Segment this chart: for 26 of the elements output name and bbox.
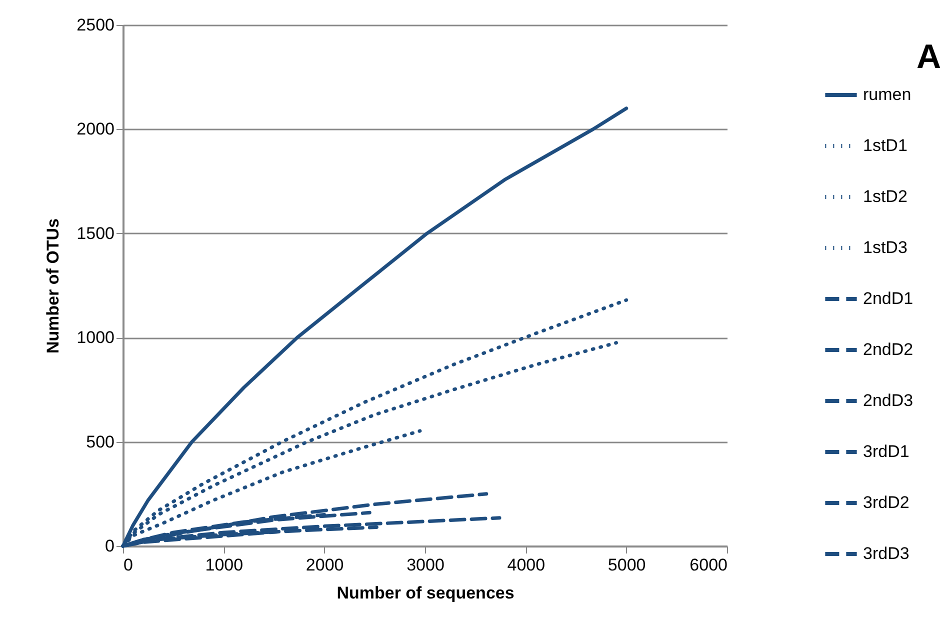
y-axis-title: Number of OTUs (44, 218, 63, 354)
x-axis-title: Number of sequences (336, 584, 514, 602)
legend-label: rumen (863, 85, 912, 104)
legend-label: 2ndD3 (863, 391, 914, 410)
legend-label: 2ndD2 (863, 340, 914, 359)
legend-label: 3rdD1 (863, 442, 910, 461)
legend-label: 2ndD1 (863, 289, 914, 308)
legend-label: 3rdD2 (863, 493, 910, 512)
y-tick-label: 1500 (76, 224, 114, 243)
x-tick-label: 2000 (306, 556, 344, 574)
y-tick-label: 500 (86, 432, 114, 452)
x-tick-label: 0 (124, 556, 133, 574)
legend-label: 1stD3 (863, 238, 908, 257)
x-tick-label: 1000 (205, 556, 244, 574)
text: A (916, 38, 941, 77)
y-tick-label: 0 (105, 536, 114, 556)
x-tick-label: 6000 (690, 556, 728, 574)
legend-label: 1stD2 (863, 187, 908, 206)
x-tick-label: 3000 (406, 556, 444, 574)
x-tick-label: 5000 (608, 556, 646, 574)
legend-label: 3rdD3 (863, 544, 910, 563)
x-tick-label: 4000 (507, 556, 546, 574)
y-tick-label: 2500 (76, 16, 114, 34)
y-tick-label: 2000 (76, 120, 114, 139)
legend-label: 1stD1 (863, 136, 908, 155)
y-tick-label: 1000 (76, 328, 114, 348)
